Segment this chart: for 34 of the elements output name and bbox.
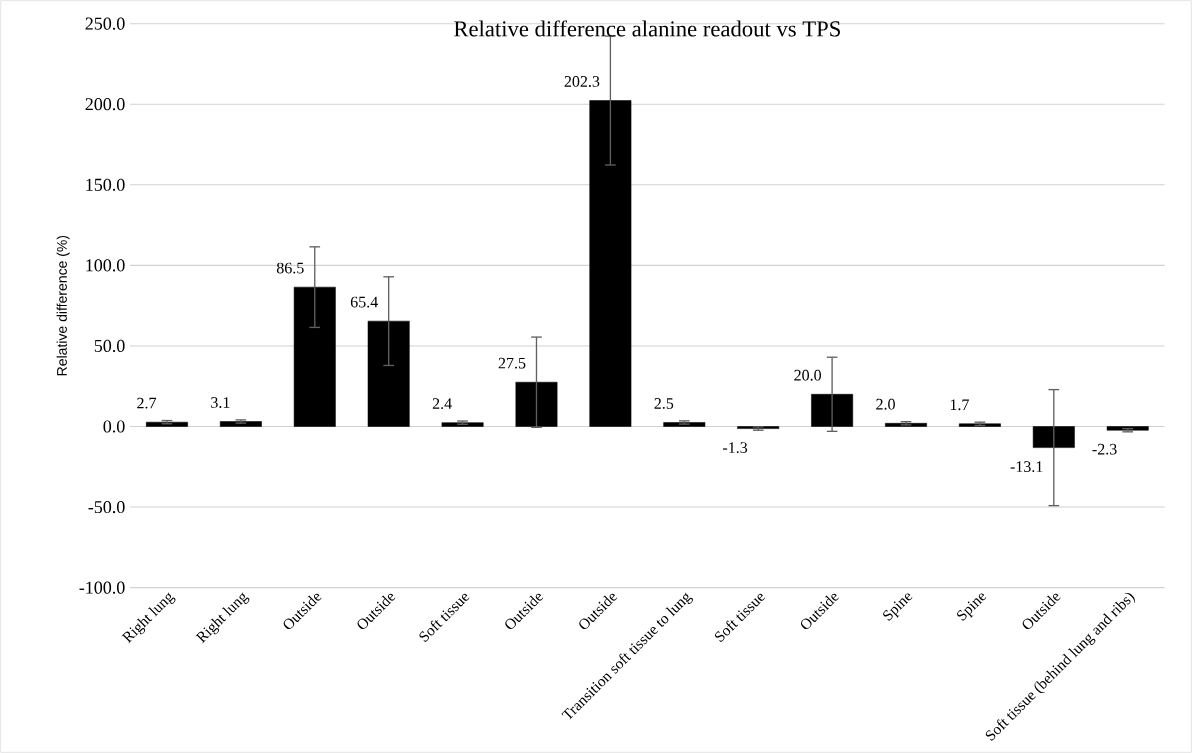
bar (219, 421, 262, 427)
data-label: 202.3 (564, 76, 600, 87)
y-tick-label: 250.0 (85, 17, 125, 30)
data-label: 2.7 (137, 397, 157, 409)
bar (1032, 426, 1075, 448)
bar (441, 422, 484, 427)
chart-title: Relative difference alanine readout vs TPS (454, 20, 840, 37)
data-label: -2.3 (1092, 443, 1117, 455)
data-label: -13.1 (1010, 461, 1043, 473)
y-tick-label: 200.0 (85, 98, 125, 111)
bar (589, 100, 632, 427)
bar (811, 394, 854, 427)
data-label: 2.4 (432, 398, 452, 410)
bar (367, 320, 410, 427)
y-tick-label: 50.0 (94, 339, 125, 353)
y-tick-label: -50.0 (88, 500, 125, 514)
data-label: 2.0 (876, 398, 895, 410)
y-axis-title: Relative difference (%) (56, 235, 70, 376)
bar (958, 423, 1001, 427)
data-label: 1.7 (950, 399, 969, 411)
y-tick-label: 150.0 (86, 178, 125, 191)
data-label: -1.3 (722, 442, 748, 454)
data-label: 2.5 (654, 398, 674, 409)
y-tick-label: 100.0 (86, 259, 125, 272)
data-label: 20.0 (794, 369, 822, 381)
data-label: 3.1 (211, 397, 230, 408)
data-label: 27.5 (498, 357, 526, 369)
bar (146, 421, 188, 427)
data-label: 65.4 (350, 296, 378, 308)
y-tick-label: 0.0 (103, 420, 125, 433)
bar (293, 286, 336, 427)
data-label: 86.5 (276, 262, 304, 274)
bar (1106, 426, 1149, 431)
y-tick-label: -100.0 (79, 581, 125, 594)
